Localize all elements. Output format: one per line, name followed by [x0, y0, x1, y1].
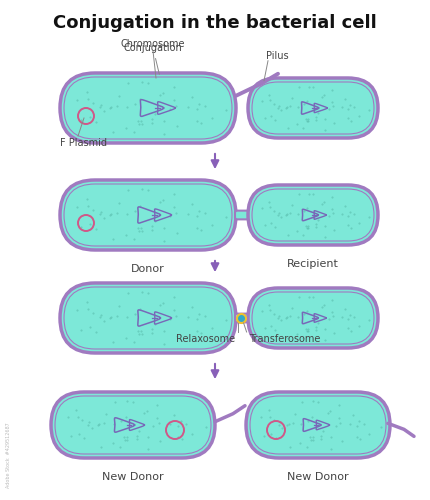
FancyBboxPatch shape [247, 288, 377, 348]
FancyBboxPatch shape [234, 210, 249, 220]
FancyBboxPatch shape [246, 392, 389, 458]
Text: Conjugation: Conjugation [123, 43, 182, 74]
Text: Pilus: Pilus [265, 51, 288, 61]
Text: F Plasmid: F Plasmid [60, 138, 107, 148]
Text: Donor: Donor [131, 264, 165, 274]
Text: Adobe Stock  #429512687: Adobe Stock #429512687 [6, 422, 11, 488]
Text: Transferosome: Transferosome [248, 334, 319, 344]
FancyBboxPatch shape [51, 392, 215, 458]
FancyBboxPatch shape [247, 185, 377, 245]
Text: Recipient: Recipient [286, 259, 338, 269]
FancyBboxPatch shape [60, 73, 236, 143]
FancyBboxPatch shape [64, 287, 231, 349]
FancyBboxPatch shape [60, 180, 236, 250]
FancyBboxPatch shape [252, 292, 373, 344]
FancyBboxPatch shape [64, 184, 231, 246]
FancyBboxPatch shape [247, 78, 377, 138]
FancyBboxPatch shape [252, 82, 373, 134]
FancyBboxPatch shape [55, 396, 211, 454]
FancyBboxPatch shape [64, 77, 231, 139]
Text: Relaxosome: Relaxosome [176, 334, 235, 344]
Text: Conjugation in the bacterial cell: Conjugation in the bacterial cell [53, 14, 376, 32]
Text: New Donor: New Donor [286, 472, 348, 482]
FancyBboxPatch shape [234, 314, 249, 322]
Text: Chromosome: Chromosome [120, 39, 185, 49]
Text: New Donor: New Donor [102, 472, 163, 482]
FancyBboxPatch shape [249, 396, 385, 454]
FancyBboxPatch shape [60, 283, 236, 353]
FancyBboxPatch shape [252, 189, 373, 241]
